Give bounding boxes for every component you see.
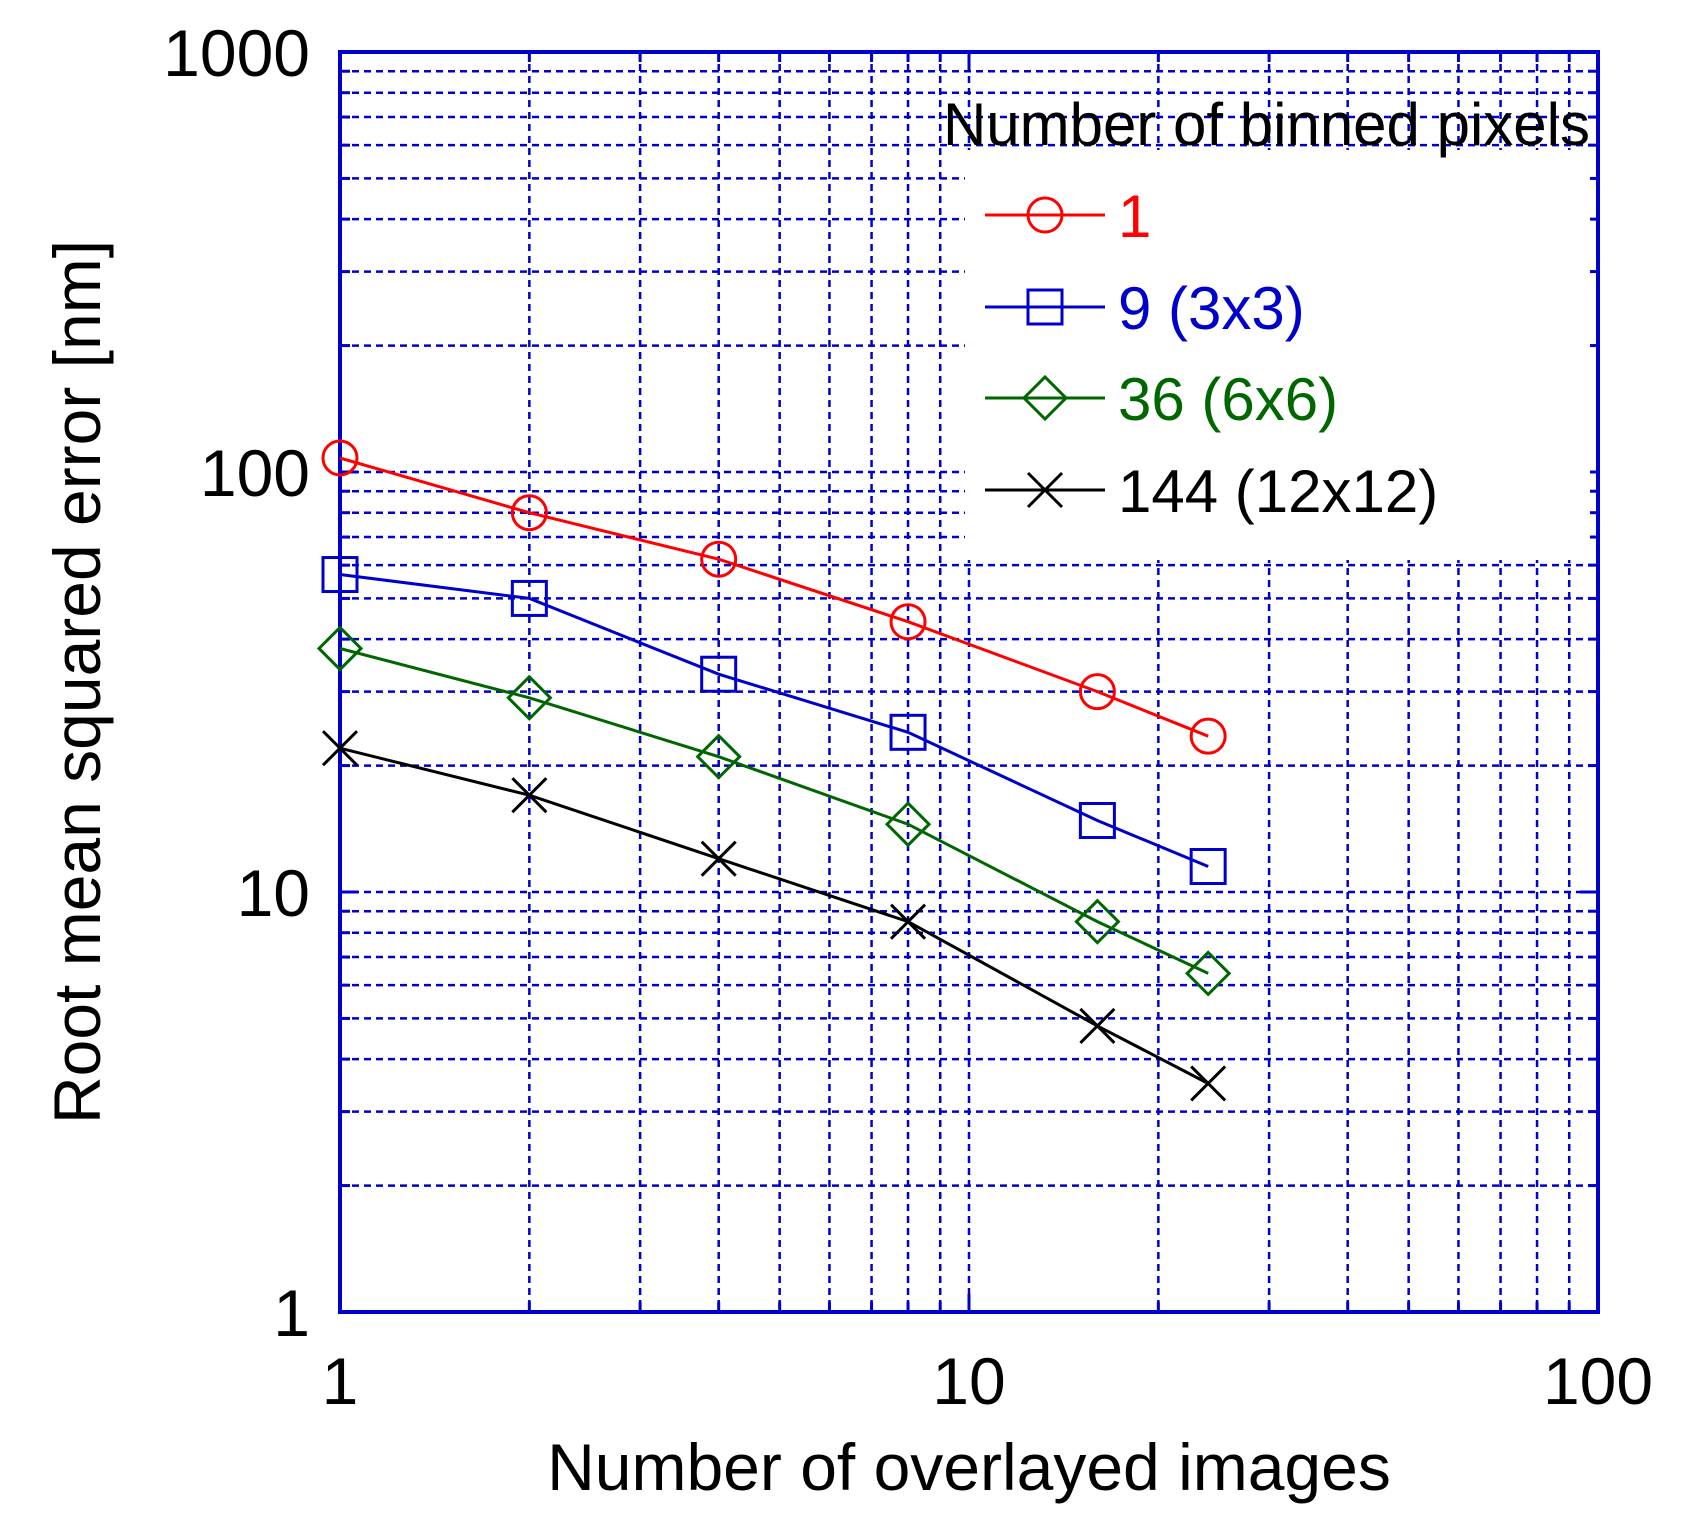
series-layer — [316, 439, 1232, 1102]
data-point — [316, 625, 364, 672]
legend-title: Number of binned pixels — [943, 91, 1590, 158]
data-point — [1078, 801, 1116, 839]
data-point — [1026, 471, 1064, 509]
legend-item: 144 (12x12) — [985, 458, 1438, 525]
series-3 — [321, 730, 1227, 1102]
y-tick-label: 10 — [237, 856, 310, 930]
data-point — [1078, 673, 1116, 711]
data-point — [1021, 374, 1069, 422]
x-tick-label: 10 — [932, 1344, 1005, 1418]
legend-item: 36 (6x6) — [985, 366, 1338, 433]
data-point — [884, 801, 932, 848]
data-point — [1189, 717, 1227, 755]
data-point — [321, 439, 359, 477]
y-axis-title: Root mean squared error [nm] — [40, 240, 114, 1124]
x-tick-label: 100 — [1543, 1344, 1653, 1418]
legend: Number of binned pixels 1 9 (3x3) 36 (6x6) 1… — [943, 91, 1590, 560]
series-line — [339, 456, 1209, 738]
series-line — [339, 647, 1209, 975]
y-tick-label: 100 — [200, 436, 310, 510]
data-point — [889, 713, 927, 751]
legend-label: 144 (12x12) — [1118, 458, 1438, 525]
legend-box — [965, 150, 1590, 560]
x-axis-title: Number of overlayed images — [547, 1430, 1391, 1504]
series-0 — [321, 439, 1227, 755]
legend-label: 1 — [1118, 183, 1151, 250]
data-point — [700, 655, 738, 693]
data-point — [321, 730, 359, 767]
legend-item: 9 (3x3) — [985, 275, 1305, 342]
data-point — [1190, 1065, 1227, 1102]
data-point — [700, 840, 737, 877]
data-point — [700, 540, 738, 578]
data-point — [510, 494, 548, 532]
data-point — [889, 903, 927, 940]
data-point — [1079, 1007, 1116, 1044]
data-point — [889, 603, 927, 641]
data-point — [1074, 898, 1121, 945]
axis-ticks: 1 10 100 1 10 100 1000 — [163, 16, 1653, 1418]
data-point — [1026, 196, 1064, 234]
legend-label: 9 (3x3) — [1118, 275, 1305, 342]
data-point — [510, 579, 548, 617]
series-2 — [316, 625, 1232, 997]
data-point — [1189, 848, 1227, 886]
series-1 — [321, 556, 1227, 886]
series-line — [339, 746, 1209, 1085]
legend-item: 1 — [985, 183, 1151, 250]
x-tick-label: 1 — [322, 1344, 359, 1418]
data-point — [1185, 950, 1232, 997]
data-point — [321, 556, 359, 594]
legend-label: 36 (6x6) — [1118, 366, 1338, 433]
data-point — [695, 733, 742, 780]
y-tick-label: 1000 — [163, 16, 310, 90]
data-point — [511, 777, 548, 814]
data-point — [506, 674, 553, 721]
y-tick-label: 1 — [273, 1276, 310, 1350]
data-point — [1026, 288, 1064, 326]
